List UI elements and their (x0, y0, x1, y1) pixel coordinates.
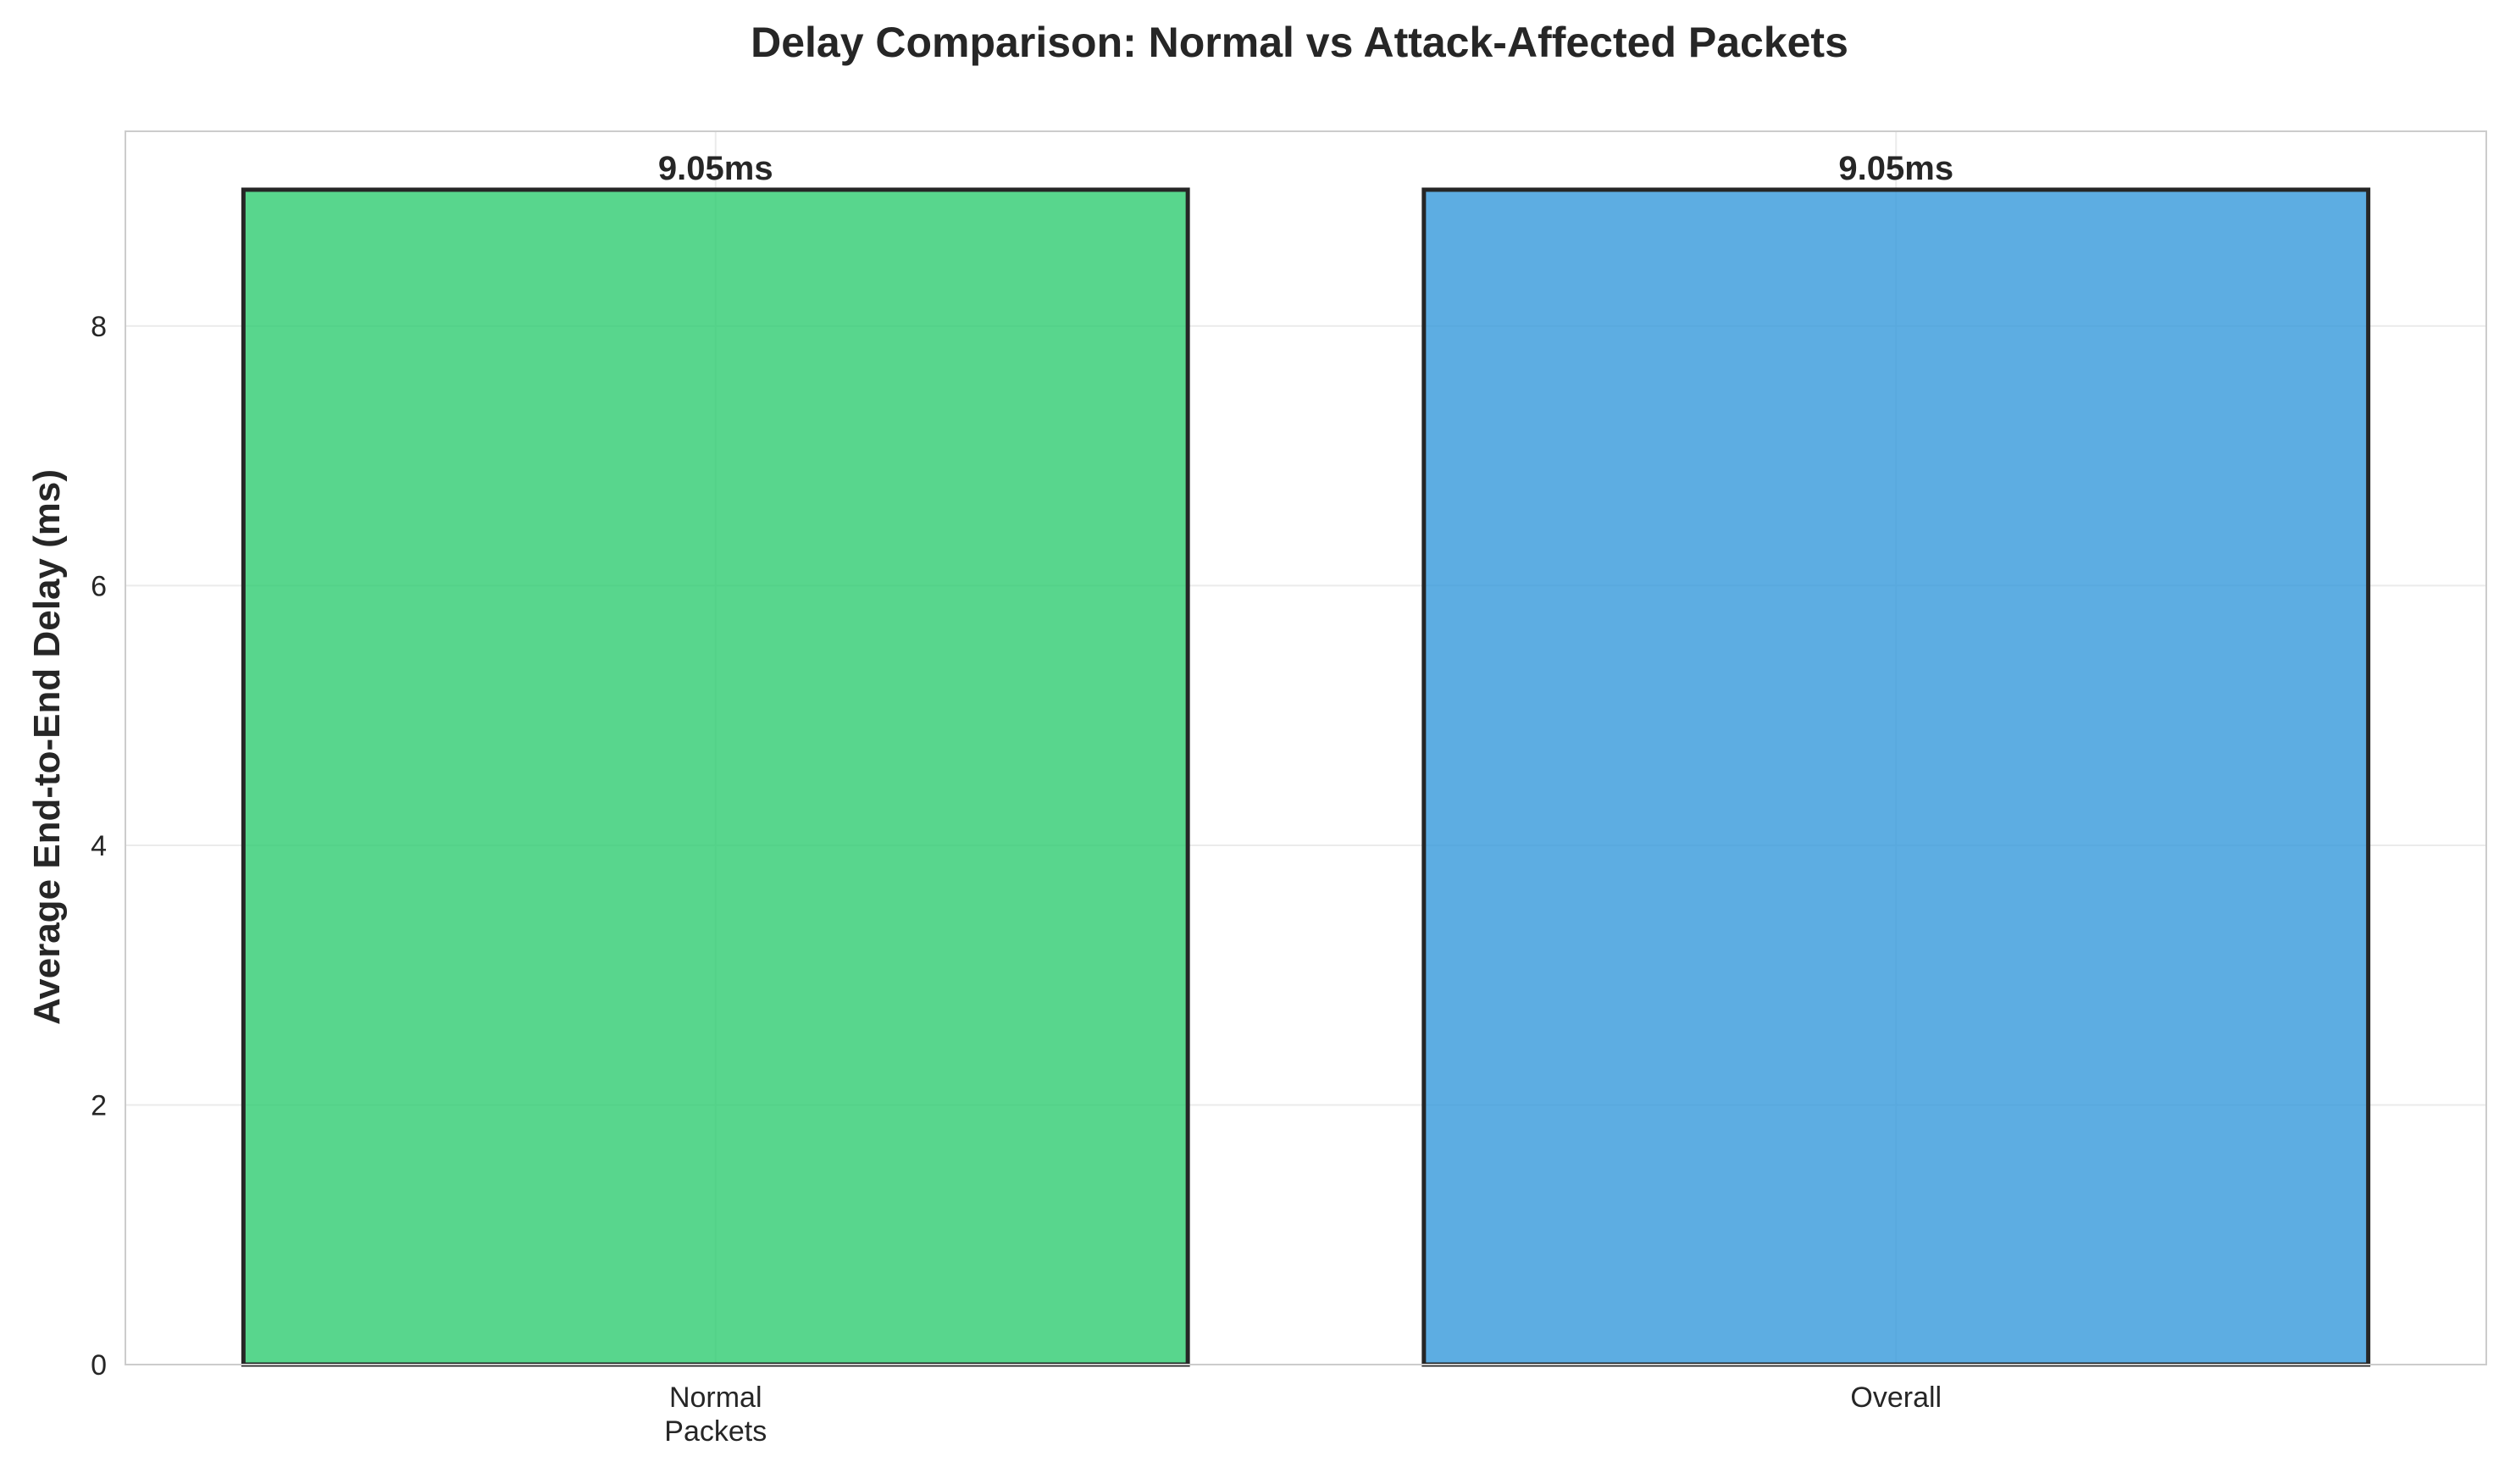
x-tick-label: Overall (1850, 1382, 1942, 1414)
bar (1421, 187, 2371, 1367)
bar-value-label: 9.05ms (658, 150, 773, 187)
y-tick-label: 0 (91, 1349, 107, 1382)
y-tick-label: 4 (91, 830, 107, 862)
bar (241, 187, 1190, 1367)
y-tick-label: 6 (91, 570, 107, 602)
bars (241, 187, 2371, 1367)
x-tick-label: Normal (669, 1382, 762, 1414)
bar-value-label: 9.05ms (1838, 150, 1953, 187)
y-tick-label: 2 (91, 1089, 107, 1121)
y-tick-label: 8 (91, 311, 107, 343)
plot-frame (125, 130, 2487, 1365)
bar-labels: 9.05ms 9.05ms (658, 150, 1953, 187)
x-tick-label: Packets (664, 1415, 767, 1448)
chart-title: Delay Comparison: Normal vs Attack-Affec… (751, 19, 1848, 66)
y-axis-label: Average End-to-End Delay (ms) (26, 469, 68, 1025)
